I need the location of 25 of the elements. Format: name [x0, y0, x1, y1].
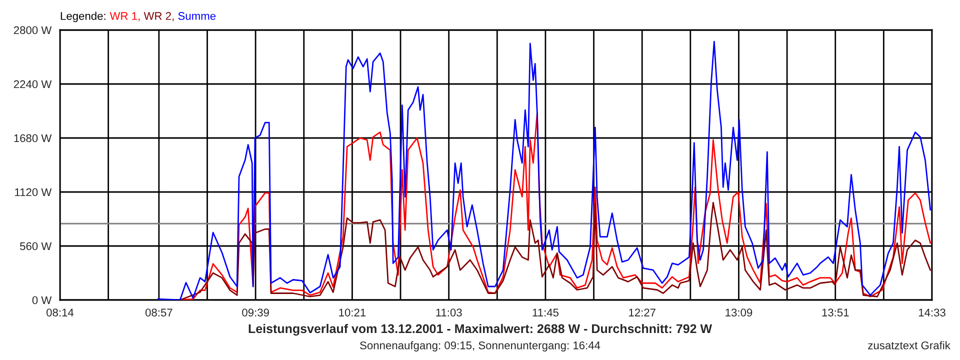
y-tick-label: 2800 W: [14, 26, 52, 34]
x-tick-label: 10:21: [339, 308, 366, 316]
x-tick-label: 14:33: [918, 308, 946, 316]
text: WR 2,: [144, 12, 174, 22]
x-tick-label: 08:14: [46, 308, 74, 316]
text: Sonnenaufgang: 09:15, Sonnenuntergang: 16:44: [360, 341, 600, 352]
x-tick-label: 13:51: [822, 308, 849, 316]
y-tick-label: 1680 W: [14, 134, 52, 142]
legend-title: Legende:: [60, 12, 106, 22]
line-series: [157, 40, 932, 300]
line-series: [179, 202, 932, 300]
y-tick-label: 2240 W: [14, 80, 52, 88]
y-tick-label: 1120 W: [15, 188, 52, 196]
y-tick-label: 0 W: [32, 296, 52, 304]
text: zusatztext Grafik: [868, 341, 950, 350]
x-tick-label: 11:03: [436, 308, 462, 316]
x-tick-label: 12:27: [629, 308, 656, 316]
y-tick-label: 560 W: [20, 242, 52, 250]
x-tick-label: 13:09: [726, 308, 752, 316]
x-tick-label: 08:57: [145, 308, 172, 316]
text: Summe: [178, 12, 216, 20]
text: WR 1,: [110, 12, 140, 22]
text: Leistungsverlauf vom 13.12.2001 - Maximalwert: 2688 W - Durchschnitt: 792 W: [248, 324, 712, 336]
x-tick-label: 11:45: [532, 308, 558, 316]
x-tick-label: 09:39: [242, 308, 269, 316]
